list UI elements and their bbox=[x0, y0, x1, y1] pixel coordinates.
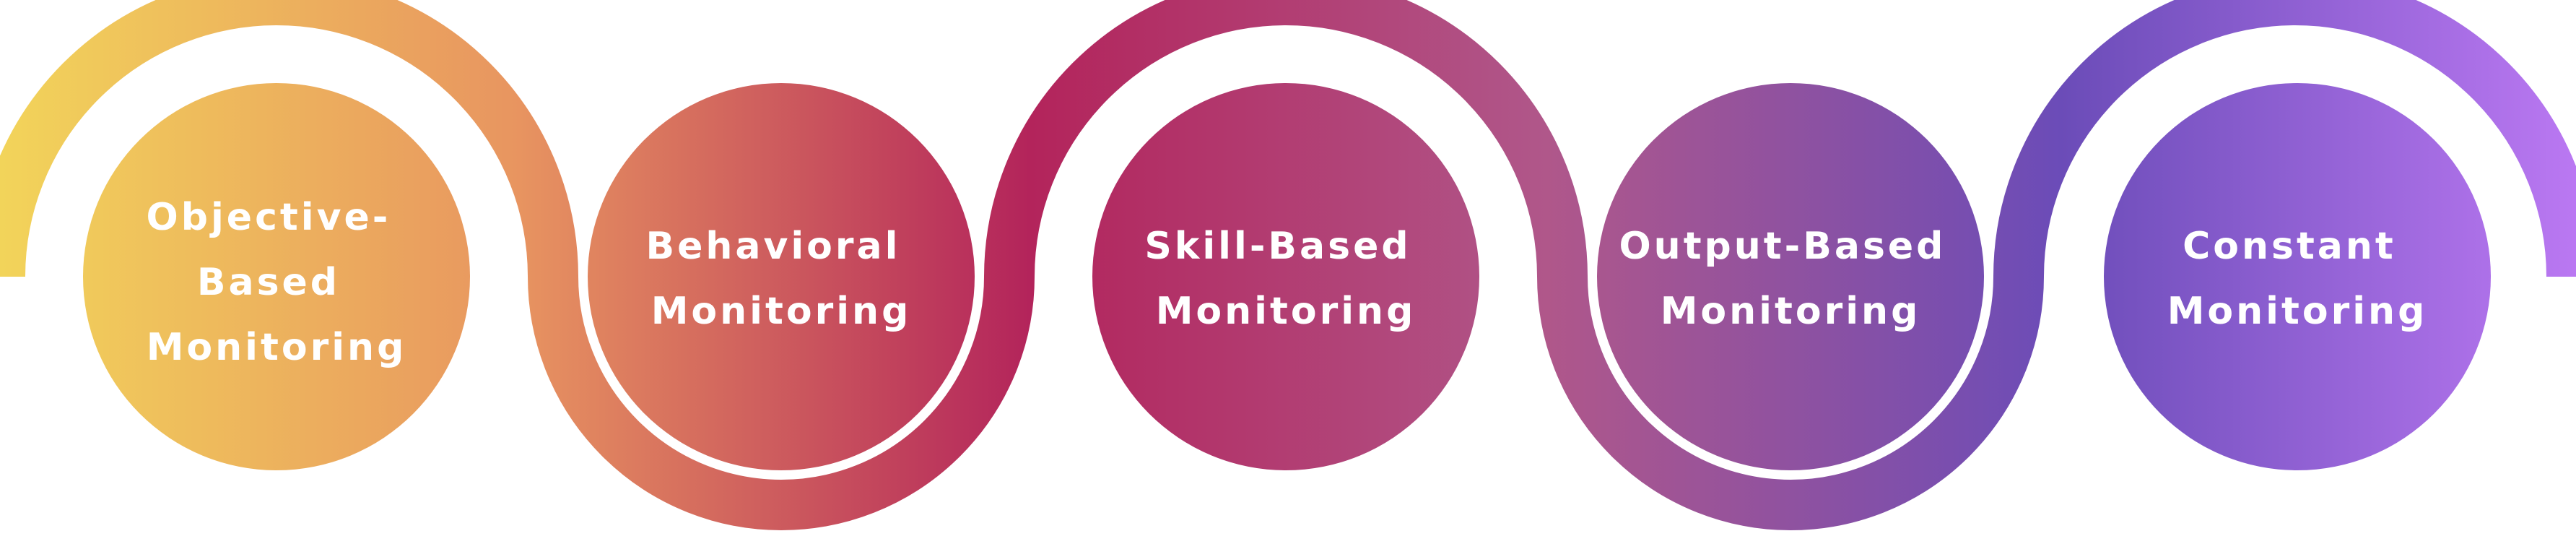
stage-circle-4 bbox=[1597, 83, 1984, 470]
wave-path bbox=[0, 0, 2576, 530]
stage-3: Skill-Based Monitoring bbox=[1092, 83, 1479, 470]
stage-label-4: Output-Based Monitoring bbox=[1619, 225, 1962, 333]
stage-4-line-2: Monitoring bbox=[1661, 290, 1921, 333]
stage-3-line-1: Skill-Based bbox=[1144, 225, 1411, 268]
stage-5-line-1: Constant bbox=[2183, 225, 2396, 268]
stage-1: Objective- Based Monitoring bbox=[83, 83, 470, 470]
stage-5-line-2: Monitoring bbox=[2167, 290, 2428, 333]
stage-4-line-1: Output-Based bbox=[1619, 225, 1946, 268]
stage-label-2: Behavioral Monitoring bbox=[645, 225, 916, 333]
stage-label-1: Objective- Based Monitoring bbox=[147, 196, 407, 369]
stage-5: Constant Monitoring bbox=[2104, 83, 2491, 470]
stage-2: Behavioral Monitoring bbox=[588, 83, 975, 470]
stage-1-line-2: Based bbox=[197, 261, 340, 304]
stage-circle-5 bbox=[2104, 83, 2491, 470]
stage-label-5: Constant Monitoring bbox=[2167, 225, 2428, 333]
stage-label-3: Skill-Based Monitoring bbox=[1144, 225, 1427, 333]
stage-2-line-2: Monitoring bbox=[651, 290, 912, 333]
stage-circle-2 bbox=[588, 83, 975, 470]
stage-1-line-3: Monitoring bbox=[147, 326, 407, 369]
stage-1-line-1: Objective- bbox=[147, 196, 391, 239]
stage-circle-3 bbox=[1092, 83, 1479, 470]
stage-4: Output-Based Monitoring bbox=[1597, 83, 1984, 470]
stage-2-line-1: Behavioral bbox=[645, 225, 900, 268]
stage-3-line-2: Monitoring bbox=[1156, 290, 1417, 333]
stage-circle-1 bbox=[83, 83, 470, 470]
